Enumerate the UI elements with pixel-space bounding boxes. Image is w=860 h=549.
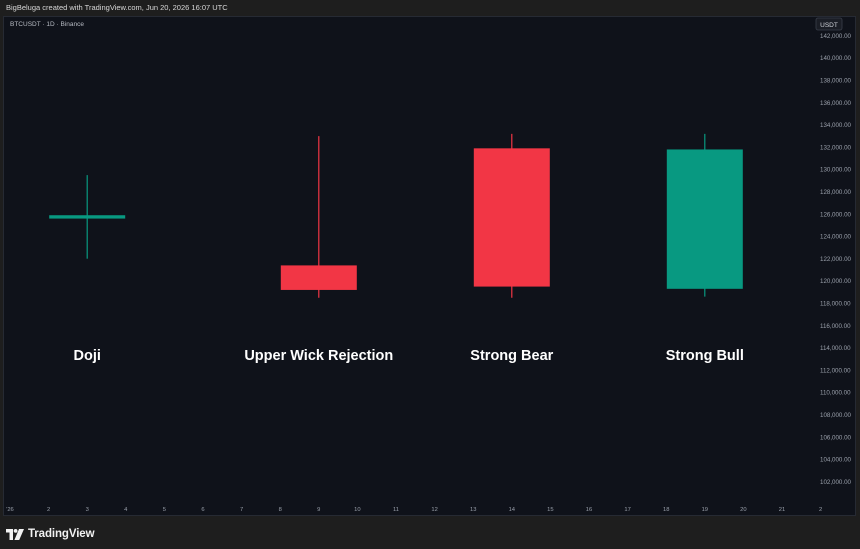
y-tick-label: 122,000.00: [820, 256, 852, 263]
x-tick-label: 14: [509, 507, 516, 513]
pattern-label: Doji: [74, 348, 101, 364]
candle-body[interactable]: [280, 265, 357, 290]
y-tick-label: 124,000.00: [820, 234, 852, 241]
y-tick-label: 112,000.00: [820, 367, 851, 374]
x-tick-label: 2: [819, 507, 822, 513]
top-bar: BigBeluga created with TradingView.com, …: [0, 0, 860, 16]
y-tick-label: 132,000.00: [820, 144, 852, 151]
y-tick-label: 102,000.00: [820, 479, 852, 486]
y-tick-label: 140,000.00: [820, 55, 852, 62]
x-tick-label: 9: [317, 507, 320, 513]
pattern-label: Strong Bull: [666, 348, 744, 364]
tradingview-logo[interactable]: TradingView: [6, 527, 95, 541]
currency-badge[interactable]: USDT: [815, 17, 843, 31]
pattern-labels: Doji Upper Wick Rejection Strong Bear Stron…: [74, 348, 744, 364]
y-tick-label: 106,000.00: [820, 434, 852, 441]
x-tick-label: 20: [740, 507, 746, 513]
x-tick-label: 13: [470, 507, 476, 513]
y-tick-label: 134,000.00: [820, 122, 852, 129]
y-tick-label: 138,000.00: [820, 78, 852, 85]
tradingview-logo-text: TradingView: [28, 528, 95, 540]
x-tick-label: 3: [86, 507, 89, 513]
y-axis: 102,000.00 104,000.00 106,000.00 108,000.00…: [820, 33, 852, 486]
tradingview-logo-icon: [6, 528, 24, 540]
x-tick-label: 2: [47, 507, 50, 513]
y-tick-label: 110,000.00: [820, 390, 851, 397]
y-tick-label: 136,000.00: [820, 100, 852, 107]
x-axis: '26 2 3 4 5 6 7 8 9 10 11 12 13 14 15 16 17 18 19 20 21 2: [6, 507, 822, 513]
candle-body[interactable]: [473, 148, 550, 287]
x-tick-label: 7: [240, 507, 243, 513]
y-tick-label: 130,000.00: [820, 167, 852, 174]
y-tick-label: 118,000.00: [820, 301, 851, 308]
x-tick-label: 11: [393, 507, 399, 513]
x-tick-label: 5: [163, 507, 166, 513]
bottom-bar: TradingView: [0, 517, 860, 549]
currency-label: USDT: [820, 22, 838, 29]
y-tick-label: 128,000.00: [820, 189, 852, 196]
y-tick-label: 108,000.00: [820, 412, 852, 419]
x-tick-label: 16: [586, 507, 592, 513]
x-tick-label: 21: [779, 507, 785, 513]
candle-body[interactable]: [666, 149, 743, 289]
x-tick-label: 17: [624, 507, 630, 513]
attribution-text: BigBeluga created with TradingView.com, …: [6, 3, 228, 12]
candles: [49, 133, 743, 298]
x-tick-label: 18: [663, 507, 669, 513]
y-tick-label: 126,000.00: [820, 211, 852, 218]
x-tick-label: 15: [547, 507, 553, 513]
x-tick-label: 10: [354, 507, 360, 513]
pattern-label: Strong Bear: [470, 348, 553, 364]
symbol-label: BTCUSDT · 1D · Binance: [10, 21, 84, 28]
x-tick-label: 12: [431, 507, 437, 513]
pattern-label: Upper Wick Rejection: [244, 348, 393, 364]
x-tick-label: 4: [124, 507, 128, 513]
candlestick-chart[interactable]: 102,000.00 104,000.00 106,000.00 108,000.00…: [4, 17, 855, 515]
chart-frame[interactable]: 102,000.00 104,000.00 106,000.00 108,000.00…: [3, 16, 856, 516]
y-tick-label: 114,000.00: [820, 345, 851, 352]
y-tick-label: 104,000.00: [820, 457, 852, 464]
x-tick-label: 19: [702, 507, 708, 513]
x-tick-label: 6: [201, 507, 204, 513]
x-tick-label: 8: [279, 507, 282, 513]
x-tick-label: '26: [6, 507, 14, 513]
candle-body[interactable]: [49, 215, 126, 219]
y-tick-label: 120,000.00: [820, 278, 852, 285]
y-tick-label: 116,000.00: [820, 323, 851, 330]
y-tick-label: 142,000.00: [820, 33, 852, 40]
